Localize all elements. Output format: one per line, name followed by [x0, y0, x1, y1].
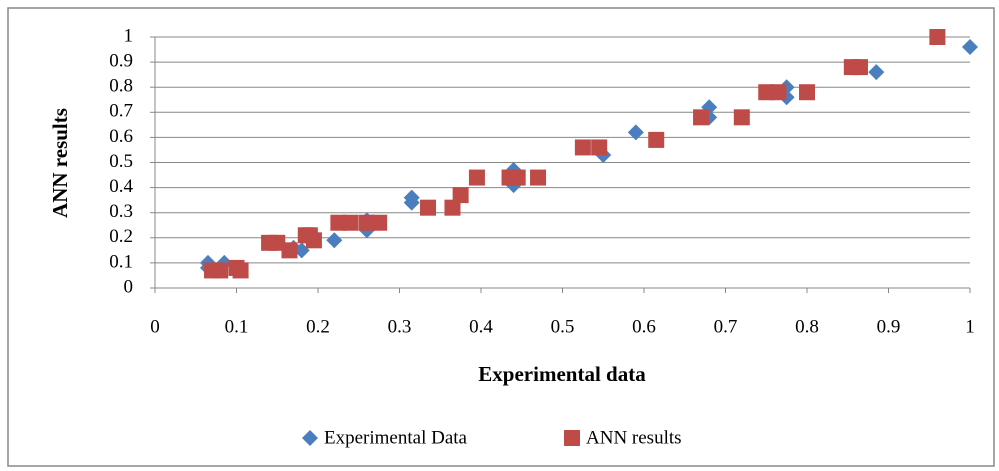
- y-tick-label: 0.8: [109, 76, 133, 97]
- point: [212, 262, 229, 279]
- x-tick-label: 0.9: [877, 316, 901, 337]
- x-tick-label: 0.4: [469, 316, 493, 337]
- point: [733, 109, 750, 126]
- x-tick-label: 0.2: [306, 316, 330, 337]
- x-tick-label: 0.5: [551, 316, 575, 337]
- point: [758, 84, 775, 101]
- y-tick-label: 0.3: [109, 201, 133, 222]
- legend-label: ANN results: [586, 427, 682, 448]
- point: [693, 109, 710, 126]
- chart-border: [7, 7, 995, 467]
- y-tick-label: 0.2: [109, 226, 133, 247]
- x-tick-label: 0: [150, 316, 160, 337]
- point: [530, 169, 547, 186]
- legend-marker: [302, 430, 318, 446]
- legend-label: Experimental Data: [324, 427, 468, 448]
- point: [281, 242, 298, 259]
- point: [330, 214, 347, 231]
- y-tick-label: 1: [124, 25, 134, 46]
- point: [358, 214, 375, 231]
- point: [868, 64, 885, 81]
- point: [770, 84, 787, 101]
- point: [648, 131, 665, 148]
- legend-marker: [564, 430, 580, 446]
- y-axis-title: ANN results: [48, 108, 72, 218]
- point: [799, 84, 815, 101]
- point: [851, 59, 868, 76]
- x-tick-label: 0.8: [795, 316, 819, 337]
- point: [232, 262, 249, 279]
- point: [301, 227, 318, 244]
- point: [371, 214, 388, 231]
- y-tick-label: 0.4: [109, 176, 133, 197]
- point: [452, 187, 469, 204]
- point: [627, 124, 644, 141]
- point: [468, 169, 485, 186]
- y-tick-label: 0.5: [109, 151, 133, 172]
- point: [342, 214, 359, 231]
- x-axis-title: Experimental data: [478, 362, 646, 386]
- point: [420, 199, 437, 216]
- point: [574, 139, 591, 156]
- point: [591, 139, 608, 156]
- y-tick-label: 0.1: [109, 251, 133, 272]
- x-tick-label: 0.6: [632, 316, 656, 337]
- y-tick-label: 0.7: [109, 101, 133, 122]
- point: [929, 29, 946, 45]
- point: [962, 39, 978, 56]
- point: [444, 199, 461, 216]
- y-tick-label: 0: [124, 276, 134, 297]
- point: [509, 169, 526, 186]
- y-tick-label: 0.9: [109, 50, 133, 71]
- x-tick-label: 1: [965, 316, 975, 337]
- point: [269, 234, 286, 251]
- x-tick-label: 0.7: [714, 316, 738, 337]
- x-tick-label: 0.3: [388, 316, 412, 337]
- point: [326, 232, 343, 249]
- x-tick-label: 0.1: [225, 316, 249, 337]
- point: [293, 242, 310, 259]
- y-tick-label: 0.6: [109, 126, 133, 147]
- point: [403, 194, 420, 211]
